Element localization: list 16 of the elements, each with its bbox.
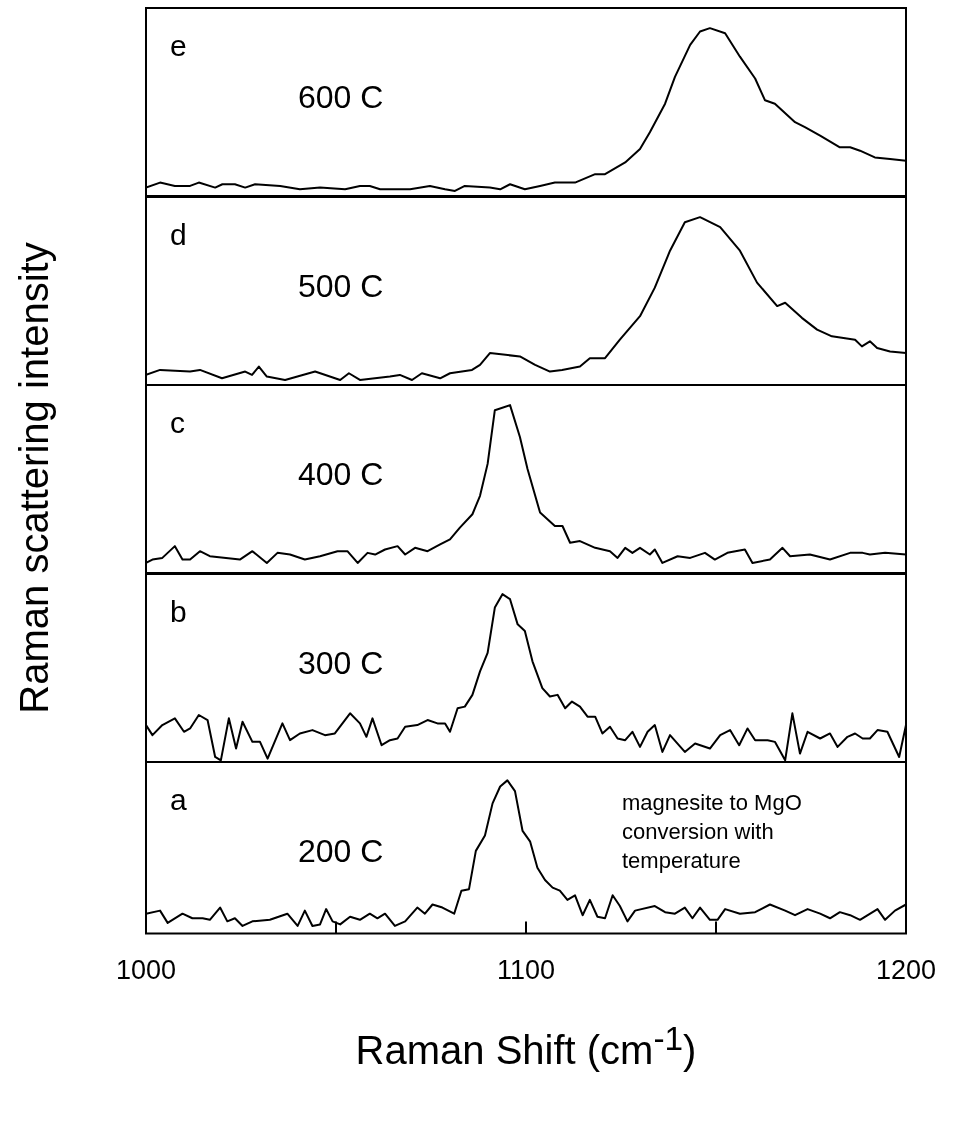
- x-tick-label: 1000: [115, 955, 177, 986]
- annotation: b: [170, 594, 187, 629]
- annotation: 600 C: [298, 79, 384, 116]
- annotation: c: [170, 406, 185, 441]
- annotation: 500 C: [298, 267, 384, 305]
- annotation: 200 C: [298, 833, 384, 871]
- annotation: 400 C: [298, 456, 384, 494]
- x-axis-title: Raman Shift (cm$^{-1}$): [354, 1019, 698, 1074]
- annotation: 300 C: [298, 644, 384, 682]
- y-axis-title: Raman scattering intensity: [12, 242, 57, 715]
- annotation: e: [170, 29, 187, 63]
- x-tick-label: 1200: [875, 955, 937, 986]
- annotation: a: [170, 783, 187, 818]
- x-tick-label: 1100: [496, 955, 556, 986]
- annotation: d: [170, 217, 187, 252]
- annotation: magnesite to MgO conversion with temperature: [622, 789, 803, 875]
